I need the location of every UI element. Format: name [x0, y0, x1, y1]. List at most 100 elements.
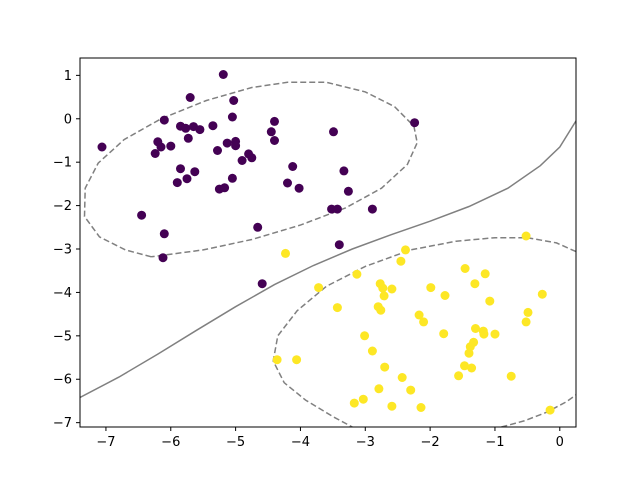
data-point-class-1: [352, 269, 362, 279]
data-point-class-1: [281, 248, 290, 258]
data-point-class-0: [334, 240, 344, 250]
data-point-class-1: [467, 363, 477, 373]
data-point-class-0: [97, 142, 107, 152]
data-point-class-1: [471, 324, 480, 333]
data-point-class-0: [183, 133, 193, 143]
data-point-class-1: [396, 256, 406, 266]
data-point-class-1: [397, 373, 407, 382]
data-point-class-1: [439, 329, 449, 339]
data-point-class-1: [401, 245, 410, 255]
data-point-class-0: [190, 167, 200, 177]
x-tick-label: −3: [356, 435, 375, 450]
data-point-class-1: [479, 329, 489, 339]
data-point-class-1: [485, 296, 495, 306]
data-point-class-0: [288, 162, 298, 171]
data-point-class-1: [521, 231, 531, 241]
data-point-class-0: [229, 96, 239, 105]
data-point-class-0: [166, 141, 176, 151]
data-point-class-0: [158, 253, 168, 263]
y-tick-label: 0: [64, 112, 72, 127]
data-point-class-0: [185, 93, 195, 102]
points-layer: [97, 70, 555, 415]
data-point-class-0: [270, 116, 279, 126]
data-point-class-1: [349, 398, 359, 408]
data-point-class-1: [419, 317, 429, 327]
data-point-class-0: [208, 121, 218, 131]
data-point-class-0: [156, 142, 166, 152]
x-tick-label: −4: [291, 435, 310, 450]
data-point-class-1: [378, 283, 388, 293]
data-point-class-0: [227, 173, 237, 183]
data-point-class-1: [470, 279, 480, 289]
x-tick-label: −2: [421, 435, 440, 450]
data-point-class-0: [332, 204, 342, 214]
x-tick-label: −5: [226, 435, 245, 450]
data-point-class-0: [159, 229, 169, 239]
data-point-class-1: [414, 310, 424, 320]
data-point-class-1: [537, 289, 547, 299]
data-point-class-1: [314, 283, 324, 293]
data-point-class-0: [218, 70, 228, 79]
y-tick-label: −4: [53, 286, 72, 301]
data-point-class-1: [460, 264, 470, 273]
data-point-class-1: [506, 371, 516, 381]
data-point-class-0: [220, 183, 230, 193]
data-point-class-1: [387, 284, 397, 294]
margin-curve-2: [272, 236, 576, 427]
data-point-class-1: [464, 348, 474, 358]
x-axis: −7 −6 −5 −4 −3 −2 −1 0: [96, 427, 564, 450]
data-point-class-0: [195, 125, 205, 135]
data-point-class-0: [294, 183, 304, 193]
data-point-class-0: [329, 127, 338, 137]
data-point-class-0: [181, 123, 191, 133]
data-point-class-0: [176, 164, 185, 174]
y-tick-label: −2: [53, 199, 72, 214]
data-point-class-1: [416, 403, 426, 412]
data-point-class-0: [222, 138, 232, 148]
data-point-class-1: [480, 269, 490, 279]
margin-curve-1: [83, 81, 418, 258]
data-point-class-0: [270, 136, 279, 145]
data-point-class-0: [253, 222, 263, 232]
x-tick-label: −6: [161, 435, 180, 450]
x-tick-label: −7: [96, 435, 115, 450]
data-point-class-0: [150, 149, 160, 158]
plot-frame: [79, 57, 577, 428]
x-tick-label: −1: [485, 435, 504, 450]
y-tick-label: −3: [53, 243, 72, 258]
decision-boundary-line: [80, 120, 576, 399]
data-point-class-1: [367, 346, 377, 356]
data-point-class-1: [523, 307, 533, 317]
data-point-class-1: [374, 384, 384, 394]
data-point-class-0: [339, 166, 349, 176]
data-point-class-1: [426, 283, 436, 293]
data-point-class-0: [159, 115, 169, 125]
data-point-class-1: [292, 355, 302, 365]
data-point-class-1: [521, 317, 531, 327]
y-tick-label: −5: [53, 329, 72, 344]
data-point-class-1: [380, 362, 390, 372]
data-point-class-0: [227, 112, 237, 122]
data-point-class-0: [213, 146, 222, 155]
data-point-class-0: [237, 156, 247, 165]
data-point-class-1: [545, 405, 555, 415]
data-point-class-0: [247, 153, 257, 163]
y-tick-label: 1: [64, 69, 72, 84]
y-tick-label: −1: [53, 156, 72, 171]
data-point-class-1: [440, 291, 450, 300]
data-point-class-0: [137, 210, 147, 220]
data-point-class-0: [283, 178, 292, 188]
data-point-class-1: [272, 355, 282, 365]
x-tick-label: 0: [556, 435, 564, 450]
data-point-class-1: [454, 371, 464, 381]
data-point-class-1: [332, 303, 342, 313]
data-point-class-0: [231, 141, 241, 151]
data-point-class-0: [182, 174, 192, 184]
data-point-class-0: [367, 204, 377, 214]
data-point-class-0: [343, 186, 353, 196]
data-point-class-1: [406, 385, 416, 395]
data-point-class-0: [266, 127, 276, 137]
data-point-class-0: [257, 279, 267, 289]
data-point-class-1: [379, 291, 389, 301]
